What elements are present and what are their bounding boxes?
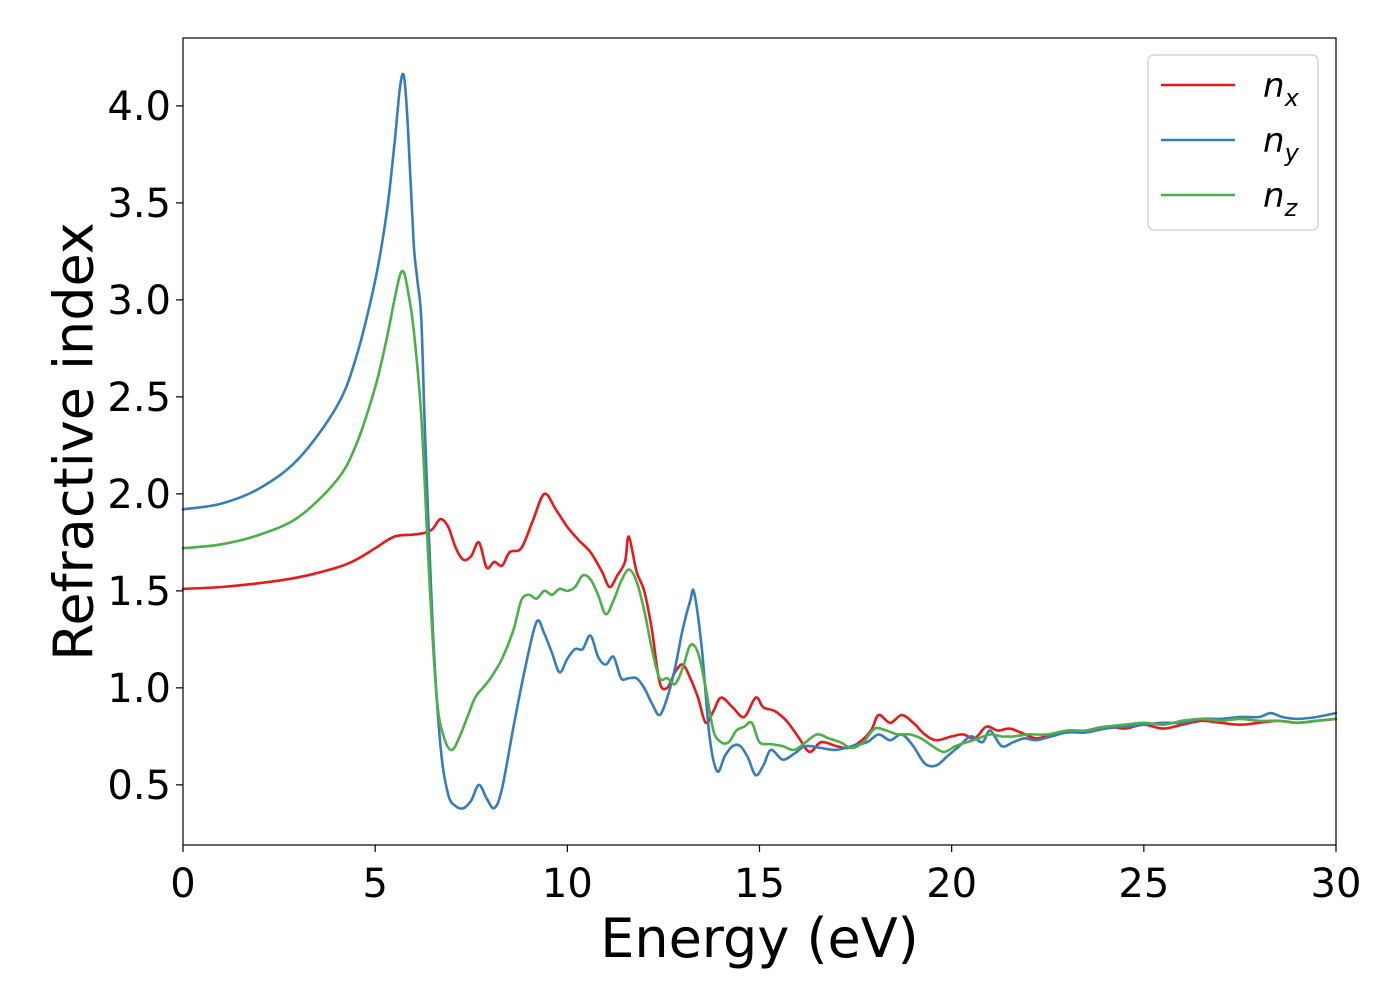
legend-entry-n-y: ny [1161, 121, 1300, 167]
y-tick-label: 3.0 [107, 278, 171, 324]
y-tick-label: 2.5 [107, 375, 171, 421]
legend-label: ny [1263, 121, 1300, 167]
x-axis-label: Energy (eV) [600, 907, 919, 970]
y-tick-label: 2.0 [107, 472, 171, 518]
x-tick-label: 25 [1118, 861, 1169, 907]
y-tick-label: 0.5 [107, 763, 171, 809]
x-axis: 0 5 10 15 20 25 30 [170, 845, 1361, 907]
x-tick-label: 30 [1311, 861, 1362, 907]
legend-entry-n-x: nx [1161, 66, 1300, 112]
y-tick-label: 4.0 [107, 84, 171, 130]
legend-entry-n-z: nz [1161, 176, 1299, 222]
legend-label: nx [1263, 66, 1300, 112]
series-line-n-y [181, 72, 1338, 810]
y-axis-label: Refractive index [43, 222, 106, 661]
x-tick-label: 15 [734, 861, 785, 907]
y-tick-label: 1.5 [107, 569, 171, 615]
legend-label: nz [1263, 176, 1299, 222]
legend: nx ny nz [1147, 54, 1319, 231]
y-axis: 0.5 1.0 1.5 2.0 2.5 3.0 3.5 4.0 [107, 84, 183, 809]
x-tick-label: 0 [170, 861, 195, 907]
series-line-n-x [181, 492, 1338, 754]
x-tick-label: 5 [362, 861, 387, 907]
y-tick-label: 3.5 [107, 181, 171, 227]
series-layer [181, 72, 1338, 810]
x-tick-label: 10 [542, 861, 593, 907]
series-line-n-z [181, 269, 1338, 754]
legend-box [1147, 54, 1319, 231]
x-tick-label: 20 [926, 861, 977, 907]
y-tick-label: 1.0 [107, 666, 171, 712]
